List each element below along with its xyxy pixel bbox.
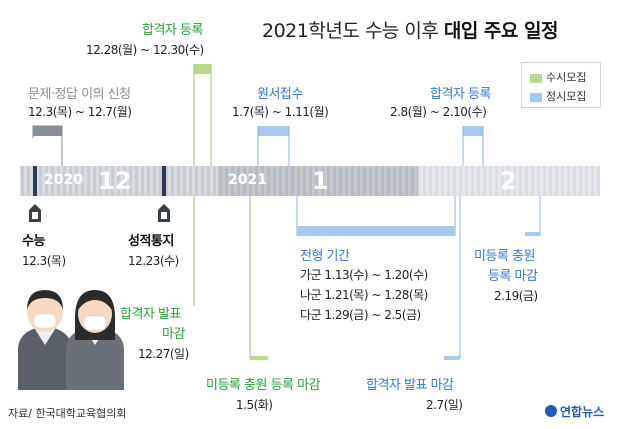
csat-date: 12.3(목)	[22, 254, 66, 268]
screening-range	[297, 226, 455, 236]
apply-range	[258, 126, 289, 136]
screening-line-na: 나군 1.21(목) ~ 1.28(목)	[300, 288, 428, 302]
page-title: 2021학년도 수능 이후 대입 주요 일정	[262, 16, 558, 43]
brand-logo-text: 연합뉴스	[560, 405, 605, 419]
susi-announce-label2: 마감	[162, 327, 185, 342]
appeal-label: 문제·정답 이의 신청	[28, 87, 131, 102]
score-label: 성적통지	[128, 234, 174, 249]
jungsi-unreg-label2: 등록 마감	[488, 269, 538, 284]
susi-accept-range	[194, 64, 211, 74]
susi-unreg-label: 미등록 충원 등록 마감	[206, 378, 321, 393]
screening-label: 전형 기간	[300, 249, 350, 264]
legend: 수시모집 정시모집	[521, 62, 601, 108]
apply-date: 1.7(목) ~ 1.11(월)	[232, 105, 329, 119]
month-band-jan	[218, 166, 418, 196]
students-illustration	[18, 290, 124, 390]
legend-swatch-jungsi	[530, 92, 542, 102]
title-bold: 대입 주요 일정	[443, 20, 559, 42]
jungsi-unreg-date: 2.19(금)	[494, 289, 538, 303]
month-band-feb	[418, 166, 600, 196]
jungsi-accept-label: 합격자 등록	[430, 87, 491, 102]
susi-announce-date: 12.27(일)	[138, 347, 189, 361]
score-marker	[162, 166, 166, 196]
appeal-range	[33, 126, 62, 136]
jungsi-accept-date: 2.8(월) ~ 2.10(수)	[390, 105, 487, 119]
month-label-12: 12	[98, 167, 132, 195]
appeal-date: 12.3(목) ~ 12.7(월)	[28, 105, 132, 119]
csat-marker	[33, 166, 37, 196]
apply-label: 원서접수	[257, 87, 303, 102]
jungsi-announce-date: 2.7(일)	[426, 398, 463, 412]
csat-label: 수능	[22, 234, 45, 249]
jungsi-unreg-label1: 미등록 충원	[474, 249, 535, 264]
legend-item-jungsi: 정시모집	[530, 88, 586, 104]
source-credit: 자료/ 한국대학교육협의회	[8, 407, 127, 420]
susi-accept-label: 합격자 등록	[142, 23, 203, 38]
month-band-dec	[20, 166, 218, 196]
csat-pin-icon	[29, 204, 41, 222]
susi-unreg-date: 1.5(화)	[236, 398, 273, 412]
screening-line-da: 다군 1.29(금) ~ 2.5(금)	[300, 308, 421, 322]
jungsi-announce-label: 합격자 발표 마감	[366, 378, 454, 393]
legend-label-susi: 수시모집	[546, 71, 587, 84]
susi-announce-label1: 합격자 발표	[120, 307, 181, 322]
susi-unreg-tick	[250, 356, 268, 360]
jungsi-accept-range	[463, 126, 483, 136]
score-date: 12.23(수)	[128, 254, 179, 268]
screening-line-ga: 가군 1.13(수) ~ 1.20(수)	[300, 268, 428, 282]
logo-icon	[545, 405, 557, 417]
month-label-1: 1	[312, 167, 329, 195]
legend-swatch-susi	[530, 73, 542, 83]
legend-item-susi: 수시모집	[530, 69, 586, 85]
year-label-2021: 2021	[228, 172, 267, 188]
month-label-2: 2	[500, 167, 517, 195]
title-main: 2021학년도 수능 이후	[262, 20, 444, 42]
jungsi-unreg-tick	[525, 232, 540, 236]
year-label-2020: 2020	[44, 172, 83, 188]
susi-accept-date: 12.28(월) ~ 12.30(수)	[86, 43, 204, 57]
jungsi-announce-tick	[444, 356, 460, 360]
score-pin-icon	[158, 204, 170, 222]
legend-label-jungsi: 정시모집	[546, 90, 587, 103]
